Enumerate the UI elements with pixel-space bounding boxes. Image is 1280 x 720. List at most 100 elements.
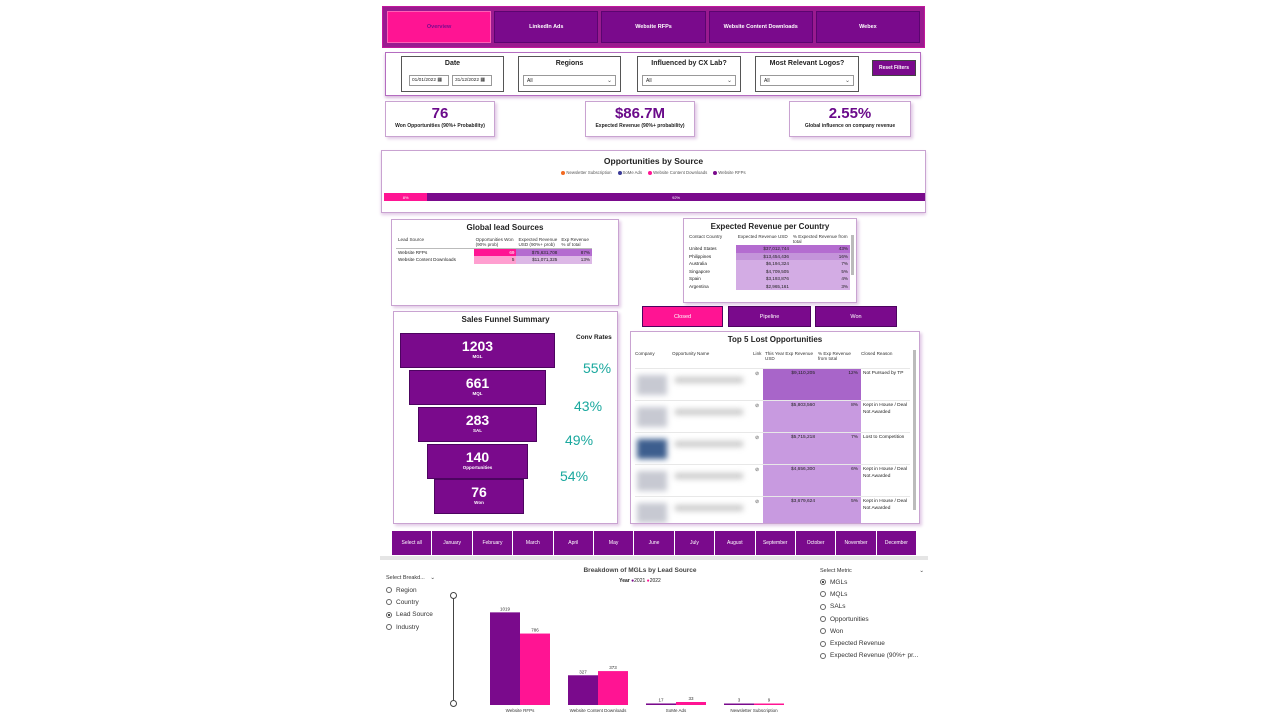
link-icon[interactable]: ⊘: [755, 467, 760, 473]
funnel-stage[interactable]: 283 SAL: [418, 407, 537, 442]
col-header[interactable]: Company: [635, 351, 655, 356]
radio-circle[interactable]: [820, 616, 826, 623]
tab-website-content-downloads[interactable]: Website Content Downloads: [708, 11, 813, 43]
radio-circle[interactable]: [386, 587, 392, 594]
link-icon[interactable]: ⊘: [755, 371, 760, 377]
col-header[interactable]: Opportunity Name: [672, 351, 710, 356]
month-button[interactable]: April: [553, 531, 593, 555]
link-icon[interactable]: ⊘: [755, 435, 760, 441]
col-header[interactable]: Exp Revenue % of total: [561, 237, 589, 247]
col-header[interactable]: This Year Exp Revenue USD: [765, 351, 814, 361]
radio-circle[interactable]: [820, 603, 826, 610]
funnel-stage[interactable]: 76 Won: [434, 479, 524, 514]
radio-option[interactable]: Opportunities: [820, 613, 924, 625]
link-icon[interactable]: ⊘: [755, 403, 760, 409]
legend-item[interactable]: SoMe Ads: [617, 170, 642, 175]
radio-option[interactable]: MGLs: [820, 576, 924, 588]
table-row[interactable]: ⊘ $3,679,624 5% Kept in House / Deal Not Aw…: [635, 496, 910, 523]
radio-circle[interactable]: [820, 652, 826, 659]
month-button[interactable]: July: [674, 531, 715, 555]
radio-option[interactable]: Lead Source: [386, 609, 435, 621]
bar[interactable]: [520, 633, 550, 705]
tab-website-rfps[interactable]: Website RFPs: [601, 11, 706, 43]
month-button[interactable]: February: [472, 531, 513, 555]
tab-webex[interactable]: Webex: [815, 11, 921, 43]
tab-overview[interactable]: Overview: [387, 11, 492, 43]
date-from-input[interactable]: 01/01/2022 ▦: [409, 75, 449, 86]
chevron-down-icon[interactable]: ⌄: [919, 568, 924, 574]
radio-option[interactable]: SALs: [820, 601, 924, 613]
radio-option[interactable]: Expected Revenue: [820, 637, 924, 649]
scrollbar[interactable]: [851, 235, 854, 275]
slider-handle-bottom[interactable]: [450, 700, 457, 707]
month-button[interactable]: September: [755, 531, 795, 555]
col-header[interactable]: % Exp Revenue from total: [818, 351, 851, 361]
month-button[interactable]: May: [593, 531, 634, 555]
funnel-stage[interactable]: 140 Opportunities: [427, 444, 528, 479]
month-button[interactable]: January: [432, 531, 472, 555]
link-icon[interactable]: ⊘: [755, 499, 760, 505]
calendar-icon[interactable]: ▦: [480, 78, 485, 83]
legend-item[interactable]: Newsletter Subscription: [561, 170, 612, 175]
radio-circle[interactable]: [386, 599, 392, 606]
radio-circle[interactable]: [820, 628, 826, 635]
table-row[interactable]: ⊘ $5,803,560 8% Kept in House / Deal Not Aw…: [635, 400, 910, 433]
table-row[interactable]: Australia $6,194,324 7%: [687, 260, 850, 268]
won-button[interactable]: Won: [815, 306, 897, 327]
col-header[interactable]: Contact Country: [689, 234, 723, 239]
table-row[interactable]: Singapore $4,709,505 5%: [687, 267, 850, 275]
month-button[interactable]: October: [795, 531, 836, 555]
stack-segment[interactable]: 8%: [384, 193, 428, 201]
radio-circle[interactable]: [820, 591, 826, 598]
chevron-down-icon[interactable]: ⌄: [430, 575, 435, 581]
tab-linkedin-ads[interactable]: LinkedIn Ads: [494, 11, 599, 43]
month-button[interactable]: March: [513, 531, 553, 555]
col-header[interactable]: % Expected Revenue from total: [792, 234, 848, 244]
col-header[interactable]: Opportunities Won (90% prob): [475, 237, 514, 247]
legend-item[interactable]: Website Content Downloads: [648, 170, 707, 175]
calendar-icon[interactable]: ▦: [437, 78, 442, 83]
slider-track[interactable]: [453, 595, 454, 705]
bar[interactable]: [676, 702, 706, 705]
col-header[interactable]: Lead Source: [398, 237, 425, 242]
col-header[interactable]: Expected Revenue USD: [737, 234, 788, 239]
funnel-stage[interactable]: 1203 MGL: [400, 333, 555, 368]
date-to-input[interactable]: 31/12/2022 ▦: [452, 75, 492, 86]
bar[interactable]: [754, 703, 784, 706]
closed-button[interactable]: Closed: [642, 306, 723, 327]
pipeline-button[interactable]: Pipeline: [728, 306, 811, 327]
funnel-stage[interactable]: 661 MQL: [409, 370, 546, 405]
table-row[interactable]: ⊘ $9,110,205 12% Not Pursued by TP: [635, 368, 910, 401]
logos-select[interactable]: All ⌄: [760, 75, 854, 86]
col-header[interactable]: Expected Revenue USD (90%+ prob): [518, 237, 558, 247]
radio-circle[interactable]: [386, 611, 392, 618]
month-button[interactable]: November: [836, 531, 876, 555]
month-button[interactable]: December: [876, 531, 917, 555]
bar[interactable]: [724, 703, 754, 706]
month-button[interactable]: Select all: [392, 531, 432, 555]
radio-circle[interactable]: [386, 624, 392, 631]
bar[interactable]: [568, 675, 598, 705]
radio-option[interactable]: Region: [386, 584, 435, 596]
reset-filters-button[interactable]: Reset Filters: [872, 60, 916, 76]
month-button[interactable]: August: [715, 531, 755, 555]
scrollbar[interactable]: [913, 350, 916, 510]
table-row[interactable]: ⊘ $4,656,300 6% Kept in House / Deal Not Aw…: [635, 464, 910, 497]
radio-option[interactable]: MQLs: [820, 588, 924, 600]
legend-item[interactable]: 2022: [649, 578, 661, 584]
col-header[interactable]: Link: [753, 351, 762, 356]
table-row[interactable]: Website Content Downloads 5 $11,071,325 …: [396, 256, 592, 264]
radio-option[interactable]: Expected Revenue (90%+ pr...: [820, 650, 924, 662]
bar[interactable]: [646, 703, 676, 705]
radio-option[interactable]: Won: [820, 625, 924, 637]
bar[interactable]: [598, 671, 628, 705]
cxlab-select[interactable]: All ⌄: [642, 75, 736, 86]
radio-circle[interactable]: [820, 640, 826, 647]
bar[interactable]: [490, 612, 520, 705]
stack-segment[interactable]: 92%: [427, 193, 925, 201]
regions-select[interactable]: All ⌄: [523, 75, 616, 86]
radio-option[interactable]: Country: [386, 596, 435, 608]
table-row[interactable]: Philippines $13,454,436 16%: [687, 252, 850, 260]
month-button[interactable]: June: [634, 531, 674, 555]
slider-handle-top[interactable]: [450, 592, 457, 599]
